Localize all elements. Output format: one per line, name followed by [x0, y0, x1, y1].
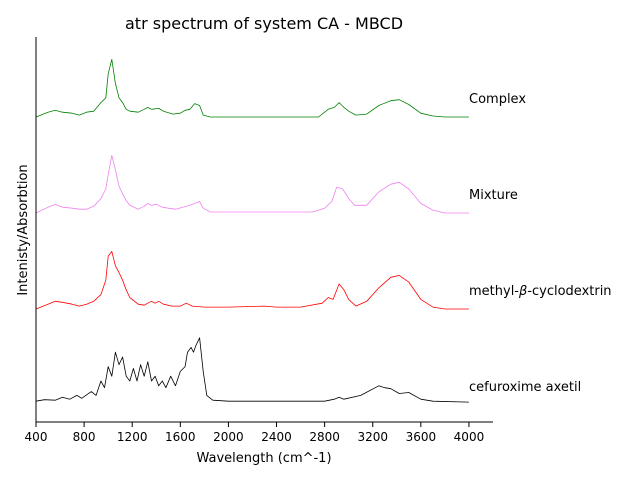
x-tick-label: 3600	[406, 430, 437, 444]
series-label-symbol: β	[518, 284, 527, 299]
series-label-suffix: -cyclodextrin	[527, 284, 611, 299]
x-tick-label: 1600	[165, 430, 196, 444]
x-tick-label: 2400	[261, 430, 292, 444]
series-line-3	[35, 59, 469, 118]
x-axis-label: Wavelength (cm^-1)	[196, 451, 331, 466]
x-tick-label: 3200	[357, 430, 388, 444]
series-label-prefix: methyl-	[469, 284, 519, 299]
x-tick-label: 400	[25, 430, 48, 444]
series-line-0	[35, 337, 469, 403]
x-tick-label: 800	[73, 430, 96, 444]
chart-title: atr spectrum of system CA - MBCD	[125, 14, 403, 33]
series-line-1	[35, 251, 469, 310]
y-axis-label: Intenisty/Absorbtion	[16, 164, 31, 295]
x-tick-label: 2800	[309, 430, 340, 444]
series-label-3: Complex	[469, 92, 526, 107]
series-label-2: Mixture	[469, 188, 518, 203]
x-tick-label: 4000	[454, 430, 485, 444]
series-label-1: methyl-β-cyclodextrin	[469, 284, 612, 299]
plot-area	[35, 59, 469, 403]
series-label-0: cefuroxime axetil	[469, 380, 581, 395]
series-line-2	[35, 155, 469, 214]
x-tick-label: 2000	[213, 430, 244, 444]
x-axis-ticks: 400 800 1200 1600 2000 2400 2800 3200 3600 4000	[25, 422, 485, 444]
trace-labels: cefuroxime axetil methyl-β-cyclodextrin Mi…	[469, 92, 612, 395]
x-tick-label: 1200	[117, 430, 148, 444]
